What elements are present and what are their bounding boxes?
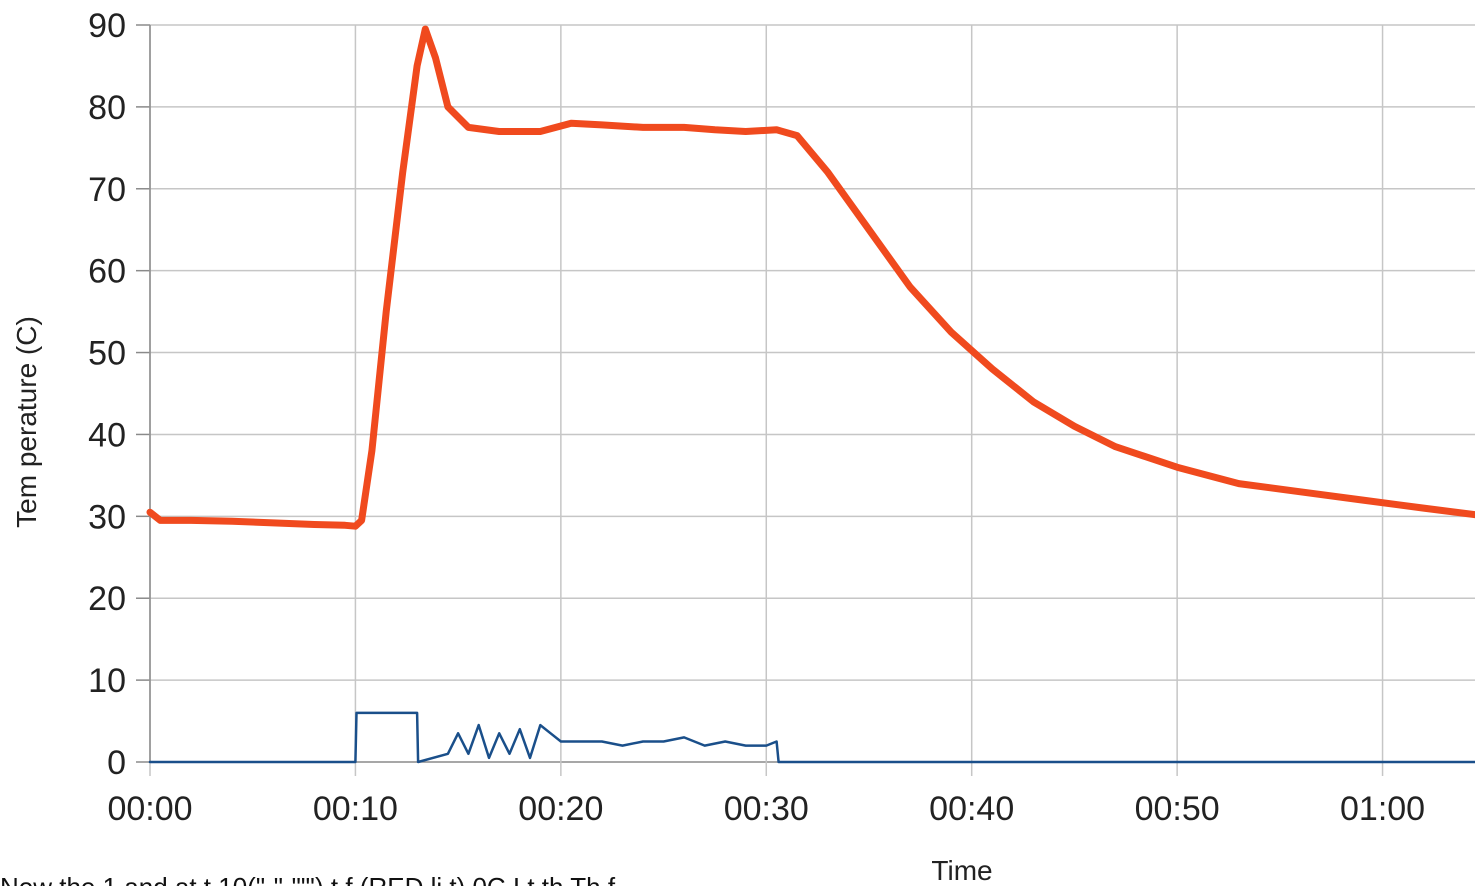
x-tick-label: 00:00 (107, 790, 192, 828)
x-tick-label: 00:10 (313, 790, 398, 828)
y-tick-label: 80 (88, 89, 126, 127)
y-tick-label: 70 (88, 171, 126, 209)
y-tick-label: 0 (107, 744, 126, 782)
y-tick-label: 60 (88, 253, 126, 291)
y-tick-label: 20 (88, 580, 126, 618)
y-tick-label: 40 (88, 416, 126, 454)
y-tick-label: 90 (88, 7, 126, 45)
series-lines (146, 25, 1475, 764)
y-tick-label: 10 (88, 662, 126, 700)
caption-text: Now the 1 and at t 10("-"-""') t f (RED … (0, 872, 1475, 886)
y-axis-title: Tem perature (C) (11, 316, 42, 528)
y-tick-label: 50 (88, 335, 126, 373)
y-tick-label: 30 (88, 498, 126, 536)
x-tick-labels: 00:00 00:10 00:20 00:30 00:40 00:50 01:00 (107, 790, 1425, 828)
x-tick-label: 00:20 (518, 790, 603, 828)
power-series-line (148, 711, 1475, 764)
x-tick-label: 00:30 (724, 790, 809, 828)
x-tick-label: 01:00 (1340, 790, 1425, 828)
y-tick-labels: 0 10 20 30 40 50 60 70 80 90 (88, 7, 126, 782)
x-tick-label: 00:40 (929, 790, 1014, 828)
x-axis-title: Time (931, 855, 992, 884)
temperature-series-line (146, 25, 1475, 530)
grid-lines (136, 24, 1475, 776)
x-tick-label: 00:50 (1135, 790, 1220, 828)
